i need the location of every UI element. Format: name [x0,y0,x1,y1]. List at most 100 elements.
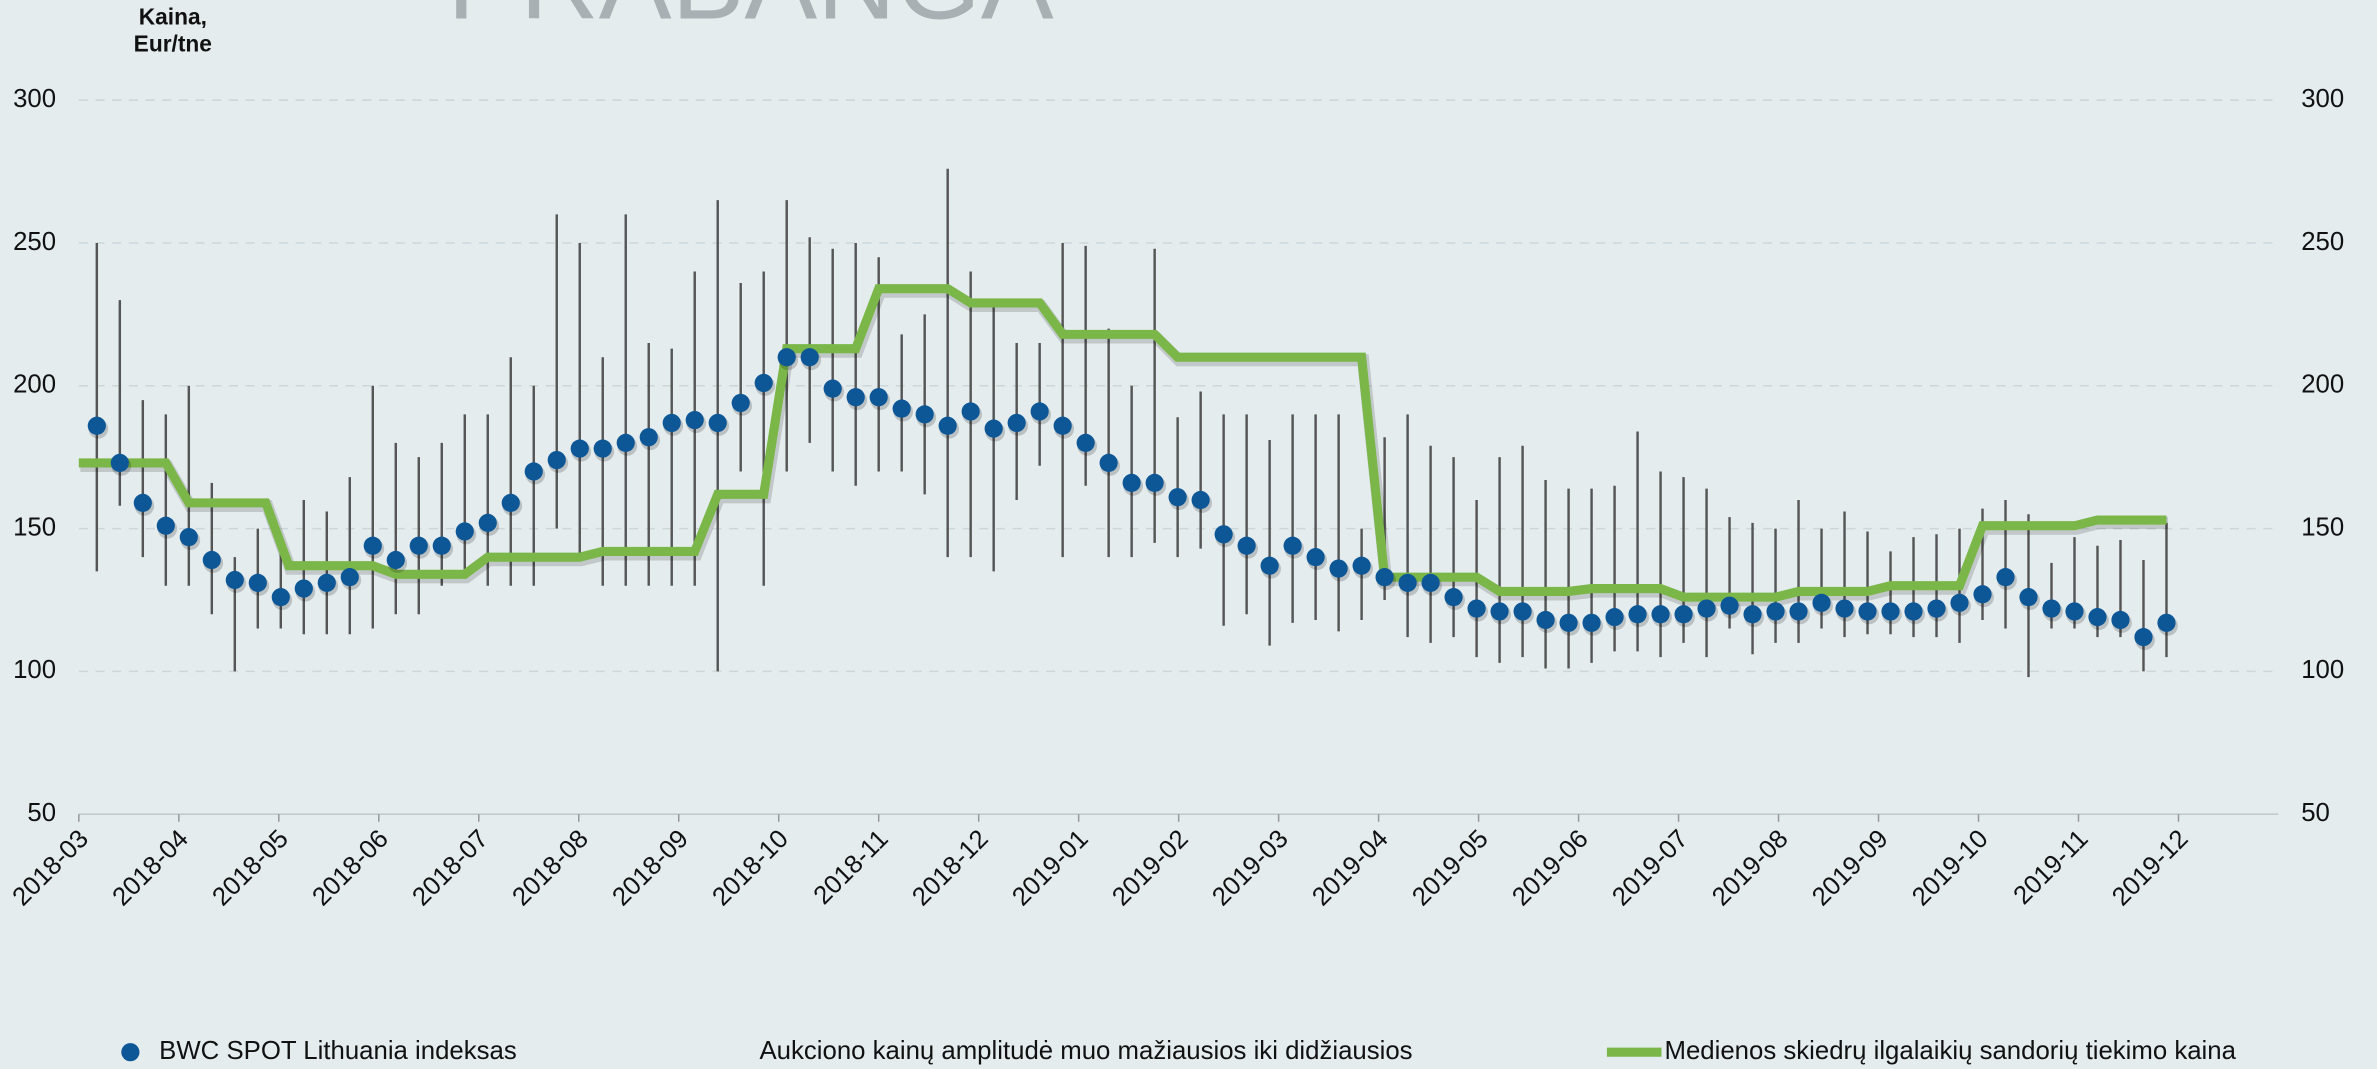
dot [478,513,497,532]
dot [823,379,842,398]
dot [1582,613,1601,632]
dot [1950,593,1969,612]
dot [1743,605,1762,624]
dot [225,570,244,590]
dot [984,419,1003,438]
legend-label: BWC SPOT Lithuania indeksas [159,1037,517,1065]
dot [202,550,221,570]
dot [2065,602,2084,621]
dot [1858,602,1877,621]
y-tick-label: 100 [13,656,56,684]
dot [1835,599,1854,618]
x-tick-label: 2019-06 [1507,825,1594,912]
x-tick-label: 2019-04 [1307,825,1394,912]
x-tick-label: 2019-10 [1907,825,1994,912]
dot [1214,525,1233,544]
dot [340,568,359,587]
dot [1260,556,1279,575]
dot [110,453,129,472]
legend-label: Aukciono kainų amplitudė muo mažiausios … [759,1037,1412,1065]
legend-label: Medienos skiedrų ilgalaikių sandorių tie… [1665,1037,2237,1065]
dot [1306,548,1325,567]
dot [777,348,796,367]
dot [846,388,865,407]
dot [2042,599,2061,618]
dot [386,550,405,570]
dot [1421,573,1440,592]
dot [1513,602,1532,621]
dot [1674,605,1693,624]
x-tick-label: 2019-01 [1007,825,1094,912]
dot [800,348,819,367]
dot [1122,473,1141,492]
x-tick-label: 2019-11 [2008,825,2093,910]
x-tick-label: 2018-10 [707,825,794,912]
price-line [78,284,2167,602]
dot [1191,490,1210,510]
dot [1628,605,1647,624]
y2-tick-label: 150 [2301,513,2344,541]
x-tick-label: 2018-05 [207,825,294,912]
dot [1812,593,1831,612]
dot [754,373,773,393]
y-axis-label: Kaina, [139,3,207,29]
y2-tick-label: 50 [2301,799,2330,827]
dot [294,579,313,598]
y-tick-label: 200 [13,371,56,399]
dot [1030,402,1049,421]
dot [1352,556,1371,575]
x-tick-label: 2019-09 [1807,825,1894,912]
dot [432,536,451,555]
dot [915,405,934,424]
x-tick-label: 2019-08 [1707,825,1794,912]
dot [2111,610,2130,630]
y2-tick-label: 300 [2301,85,2344,113]
dot [248,573,267,592]
dot [616,433,635,453]
x-tick-label: 2019-03 [1207,825,1294,912]
dot [1973,585,1992,604]
dot [455,522,474,541]
dot [547,450,566,470]
x-tick-label: 2018-03 [7,825,94,912]
dot [892,399,911,418]
dot [1720,596,1739,615]
dot [2088,608,2107,627]
dot [1398,573,1417,592]
y-tick-label: 50 [27,799,56,827]
x-tick-label: 2019-12 [2107,825,2194,912]
dot [1996,568,2015,587]
dot [1076,433,1095,453]
y2-tick-label: 100 [2301,656,2344,684]
x-tick-label: 2019-02 [1107,825,1194,912]
dot [1444,588,1463,607]
dot [685,410,704,430]
dot [1651,605,1670,624]
dot [1559,613,1578,632]
dot [1099,453,1118,472]
x-tick-label: 2018-04 [107,825,194,912]
dot [1490,602,1509,621]
dot [1697,599,1716,618]
dot [1881,602,1900,621]
dot [1329,559,1348,578]
y-tick-label: 300 [13,85,56,113]
dot [1605,608,1624,627]
dot [938,416,957,435]
dot [2134,628,2153,647]
chart-title: PRABANGA [447,0,1054,42]
dot [1927,599,1946,618]
x-tick-label: 2018-07 [407,825,494,912]
dot [1283,536,1302,555]
dot [524,462,543,481]
x-tick-label: 2018-11 [809,825,894,910]
dot [179,528,198,547]
dot [639,428,658,447]
dot [731,393,750,413]
dot [1145,473,1164,492]
dot [156,516,175,535]
dot [1375,568,1394,587]
dot [363,536,382,555]
